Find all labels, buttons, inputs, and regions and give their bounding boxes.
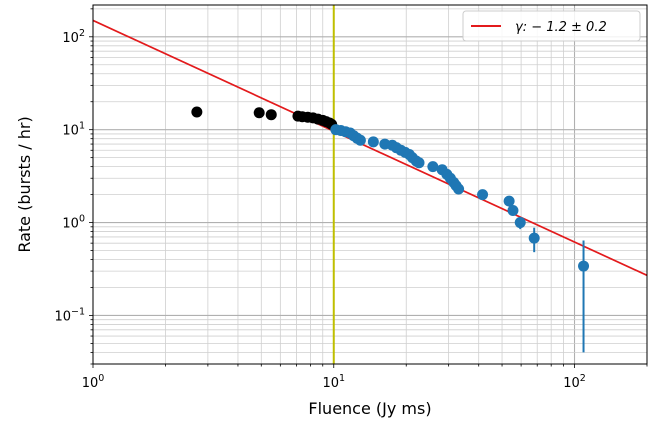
data-point [503, 195, 515, 207]
x-tick-label: 102 [563, 373, 586, 391]
data-point [578, 260, 590, 272]
data-point [514, 217, 526, 229]
data-point [528, 232, 540, 244]
fit-line [93, 19, 647, 277]
y-tick-label: 101 [62, 121, 85, 139]
data-point [354, 134, 366, 146]
grid [92, 5, 648, 365]
y-tick-label: 102 [62, 28, 85, 46]
x-axis-ticks: 100 101 102 [82, 364, 648, 391]
legend: γ: − 1.2 ± 0.2 [462, 10, 641, 42]
y-axis-label: Rate (bursts / hr) [15, 116, 34, 252]
legend-box [462, 10, 641, 42]
data-point [477, 189, 489, 201]
data-point [427, 161, 439, 173]
y-tick-label: 10−1 [54, 306, 85, 324]
y-tick-label: 100 [62, 214, 85, 232]
plot-frame [92, 4, 648, 365]
data-point [265, 109, 277, 121]
x-tick-label: 100 [82, 373, 105, 391]
data-point [453, 183, 465, 195]
x-axis-label: Fluence (Jy ms) [308, 399, 431, 418]
data-points [191, 106, 590, 272]
data-point [367, 136, 379, 148]
x-tick-label: 101 [322, 373, 345, 391]
plot-content [93, 5, 647, 364]
y-axis-ticks: 10−1 100 101 102 [54, 8, 93, 365]
legend-fit-label: γ: − 1.2 ± 0.2 [515, 20, 607, 35]
data-point [507, 204, 519, 216]
data-point [413, 157, 425, 169]
data-point [253, 107, 265, 119]
data-point [191, 106, 203, 118]
